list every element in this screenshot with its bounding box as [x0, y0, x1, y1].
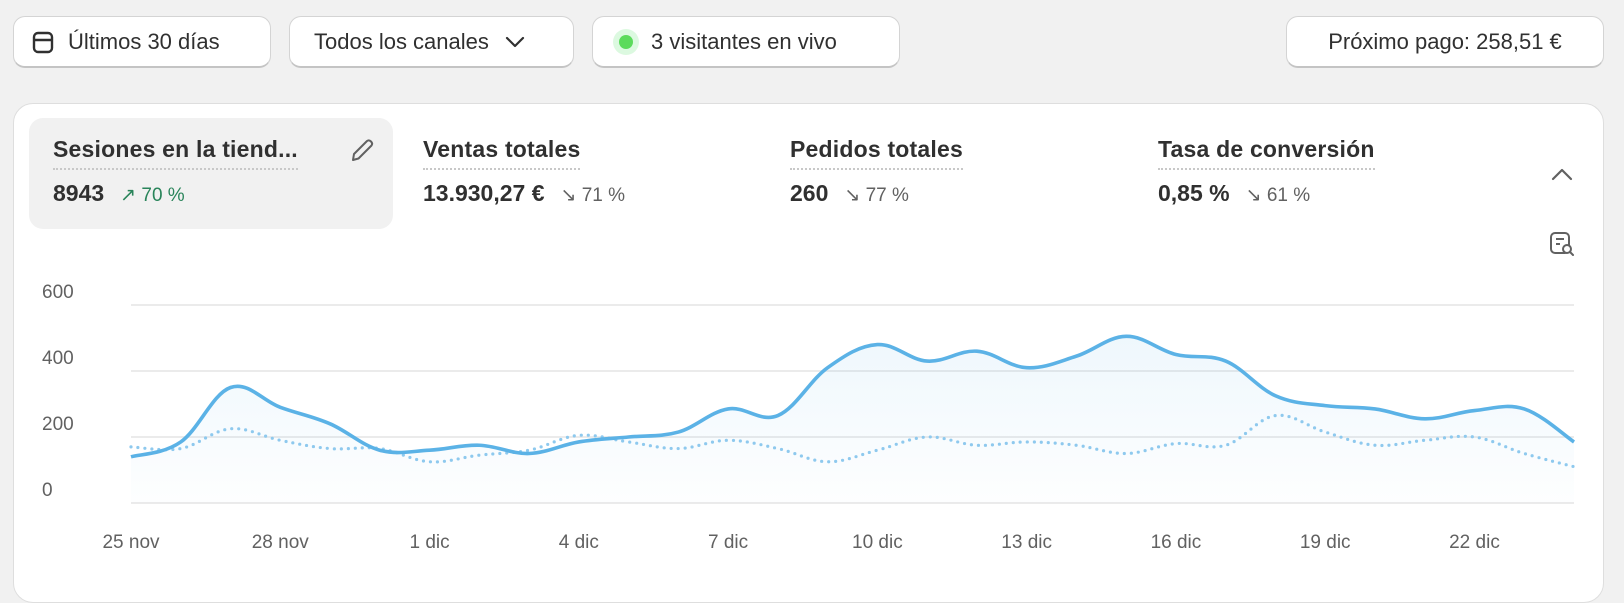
comparison-series-line — [129, 413, 1576, 469]
metric-delta-value: 71 % — [581, 185, 626, 206]
x-tick-label: 25 nov — [102, 532, 160, 553]
analytics-card: Sesiones en la tiend... 8943 ↗ 70 % Vent… — [13, 103, 1604, 603]
report-search-icon[interactable] — [1548, 230, 1576, 258]
metric-value: 13.930,27 € — [423, 180, 545, 206]
sessions-area — [131, 336, 1574, 503]
arrow-down-right-icon: ↘ — [560, 185, 582, 206]
x-tick-label: 28 nov — [251, 532, 309, 553]
collapse-chevron-up-icon[interactable] — [1550, 166, 1574, 182]
metric-delta: ↘ 71 % — [561, 184, 626, 207]
channels-label: Todos los canales — [314, 28, 489, 54]
metric-delta: ↘ 77 % — [844, 184, 909, 207]
metric-sales[interactable]: Ventas totales 13.930,27 € ↘ 71 % — [399, 118, 749, 229]
arrow-down-right-icon: ↘ — [844, 185, 866, 206]
metric-conversion[interactable]: Tasa de conversión 0,85 % ↘ 61 % — [1134, 118, 1484, 229]
metric-value: 260 — [790, 180, 829, 206]
metric-title: Pedidos totales — [790, 136, 963, 170]
edit-pencil-icon[interactable] — [349, 138, 375, 164]
x-tick-label: 1 dic — [409, 532, 450, 553]
metric-orders[interactable]: Pedidos totales 260 ↘ 77 % — [766, 118, 1116, 229]
metric-sessions[interactable]: Sesiones en la tiend... 8943 ↗ 70 % — [29, 118, 393, 229]
sessions-series-line — [130, 334, 1576, 459]
live-status-icon — [613, 28, 639, 55]
calendar-icon — [32, 31, 54, 53]
metric-delta: ↘ 61 % — [1246, 184, 1311, 207]
channels-dropdown[interactable]: Todos los canales — [289, 16, 574, 68]
metric-title: Tasa de conversión — [1158, 136, 1375, 170]
date-range-label: Últimos 30 días — [68, 28, 220, 54]
metric-title: Sesiones en la tiend... — [53, 136, 298, 170]
arrow-down-right-icon: ↘ — [1245, 185, 1267, 206]
arrow-up-right-icon: ↗ — [120, 185, 142, 206]
y-tick-label: 0 — [42, 480, 53, 501]
metric-delta-value: 77 % — [865, 185, 909, 206]
chevron-down-icon — [505, 36, 524, 47]
x-tick-label: 7 dic — [708, 532, 749, 553]
x-tick-label: 22 dic — [1449, 532, 1500, 553]
metric-delta: ↗ 70 % — [120, 184, 185, 207]
metric-delta-value: 70 % — [141, 185, 185, 206]
metric-value: 0,85 % — [1158, 180, 1230, 206]
live-visitors-button[interactable]: 3 visitantes en vivo — [592, 16, 900, 68]
next-payout-button[interactable]: Próximo pago: 258,51 € — [1286, 16, 1604, 68]
date-range-button[interactable]: Últimos 30 días — [13, 16, 271, 68]
metric-title: Ventas totales — [423, 136, 581, 170]
y-tick-label: 600 — [42, 282, 74, 303]
live-visitors-label: 3 visitantes en vivo — [651, 28, 837, 54]
next-payout-label: Próximo pago: 258,51 € — [1328, 28, 1562, 54]
y-tick-label: 400 — [42, 348, 74, 369]
y-tick-label: 200 — [42, 414, 74, 435]
x-tick-label: 19 dic — [1299, 532, 1351, 553]
x-tick-label: 16 dic — [1150, 532, 1202, 553]
metric-value: 8943 — [53, 180, 105, 206]
x-tick-label: 4 dic — [558, 532, 599, 553]
x-tick-label: 13 dic — [1001, 532, 1052, 553]
x-tick-label: 10 dic — [852, 532, 903, 553]
metric-delta-value: 61 % — [1266, 185, 1311, 206]
